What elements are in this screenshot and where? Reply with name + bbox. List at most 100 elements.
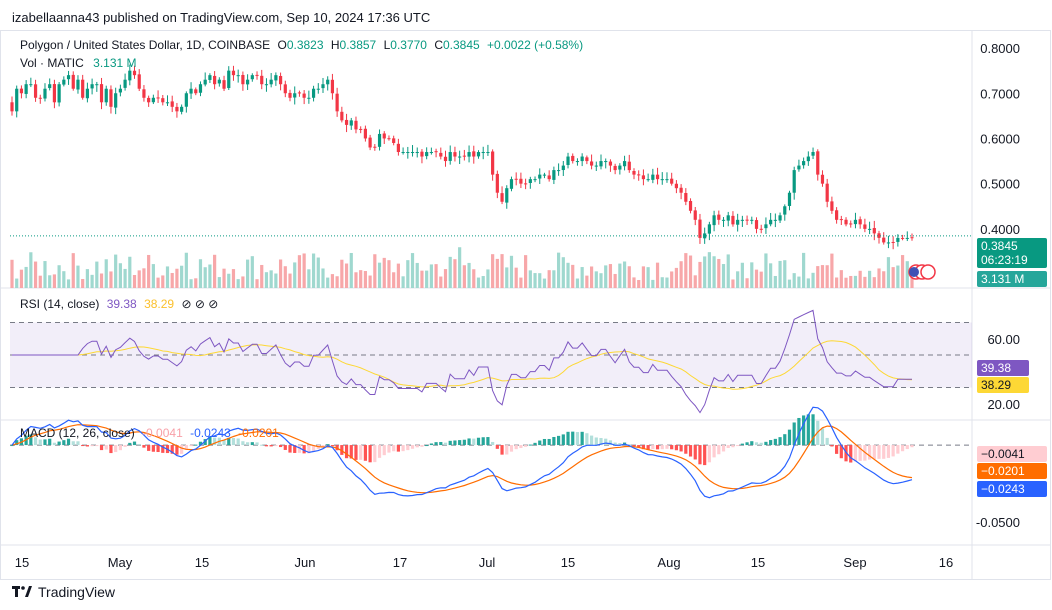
chart-frame[interactable] [0, 30, 1051, 580]
candle-body [608, 161, 613, 166]
volume-bar [674, 267, 678, 288]
macd-histogram-bar [872, 445, 876, 460]
candle-body [533, 179, 537, 181]
candle-body [316, 88, 320, 90]
volume-bar [38, 275, 42, 288]
price-tick-label: 0.7000 [980, 86, 1020, 101]
candle-body [71, 74, 75, 89]
candle-body [491, 151, 495, 175]
macd-histogram-bar [472, 438, 476, 446]
macd-histogram-bar [76, 441, 80, 446]
macd-histogram-bar [95, 445, 99, 447]
volume-label[interactable]: Vol · MATIC [20, 56, 84, 70]
macd-histogram-bar [571, 431, 575, 446]
macd-histogram-bar [429, 443, 433, 446]
candle-body [123, 79, 127, 88]
macd-histogram-bar [349, 445, 353, 459]
macd-histogram-bar [769, 440, 773, 446]
candle-body [519, 178, 523, 184]
volume-bar [349, 252, 353, 288]
volume-bar [255, 279, 259, 288]
candle-body [114, 93, 118, 108]
volume-bar [910, 269, 914, 288]
volume-bar [443, 269, 448, 288]
rsi-tick-label: 60.00 [987, 332, 1020, 347]
macd-histogram-bar [114, 445, 118, 453]
candle-body [198, 84, 203, 93]
volume-bar [816, 266, 820, 288]
volume-bar [156, 277, 160, 288]
low-value: 0.3770 [390, 38, 427, 52]
volume-bar [307, 269, 311, 288]
candle-body [170, 101, 174, 107]
macd-histogram-bar [505, 445, 509, 455]
volume-bar [246, 259, 250, 288]
macd-histogram-bar [594, 437, 598, 446]
volume-bar [170, 272, 174, 288]
volume-bar [439, 276, 443, 288]
volume-bar [900, 255, 905, 288]
volume-bar [519, 277, 523, 288]
volume-bar [646, 267, 650, 288]
volume-bar [354, 272, 358, 288]
macd-histogram-bar [679, 445, 683, 452]
volume-bar [467, 262, 471, 288]
volume-bar [180, 265, 184, 288]
macd-hist-badge: −0.0041 [977, 446, 1047, 462]
candle-body [156, 97, 160, 99]
rsi-badge: 39.38 [977, 360, 1029, 376]
macd-histogram-bar [660, 445, 664, 450]
volume-bar [302, 253, 306, 288]
macd-histogram-bar [132, 441, 137, 446]
candle-body [307, 97, 311, 99]
volume-bar [57, 265, 61, 288]
volume-bar [335, 276, 339, 288]
macd-histogram-bar [29, 434, 33, 446]
volume-bar [161, 275, 165, 288]
volume-bar [123, 268, 127, 288]
macd-histogram-bar [514, 445, 518, 450]
candle-body [137, 74, 141, 89]
macd-histogram-bar [599, 438, 603, 446]
symbol-title[interactable]: Polygon / United States Dollar, 1D, COIN… [20, 38, 271, 52]
candle-body [835, 210, 839, 220]
macd-histogram-bar [853, 445, 858, 462]
time-tick-label: Aug [657, 555, 680, 570]
candle-body [769, 219, 773, 225]
candle-body [453, 152, 457, 157]
volume-bar [222, 268, 226, 288]
candle-body [269, 79, 273, 85]
candle-body [335, 93, 339, 112]
macd-histogram-bar [269, 445, 273, 447]
rsi-label[interactable]: RSI (14, close) [20, 297, 100, 311]
candle-body [38, 97, 42, 99]
candle-body [99, 84, 104, 103]
macd-histogram-bar [109, 445, 113, 454]
volume-bar [363, 271, 368, 288]
volume-bar [500, 254, 504, 288]
candle-body [81, 79, 85, 98]
candle-body [514, 178, 518, 180]
tradingview-footer[interactable]: TradingView [12, 584, 115, 600]
candle-body [561, 165, 565, 171]
macd-histogram-bar [759, 442, 763, 446]
macd-histogram-bar [161, 445, 165, 453]
macd-histogram-bar [10, 445, 14, 447]
candle-body [495, 173, 499, 193]
volume-bar [872, 277, 876, 288]
candle-body [297, 92, 302, 94]
volume-bar [104, 259, 108, 288]
volume-bar [693, 275, 697, 288]
volume-bar [392, 272, 396, 288]
candle-body [754, 220, 759, 229]
candle-body [377, 133, 382, 147]
macd-histogram-bar [231, 438, 236, 446]
macd-histogram-bar [589, 435, 594, 446]
macd-label[interactable]: MACD (12, 26, close) [20, 426, 135, 440]
volume-bar [151, 264, 155, 288]
macd-histogram-bar [900, 445, 905, 452]
macd-histogram-bar [698, 445, 702, 465]
candle-body [321, 84, 325, 89]
candle-body [693, 210, 697, 220]
